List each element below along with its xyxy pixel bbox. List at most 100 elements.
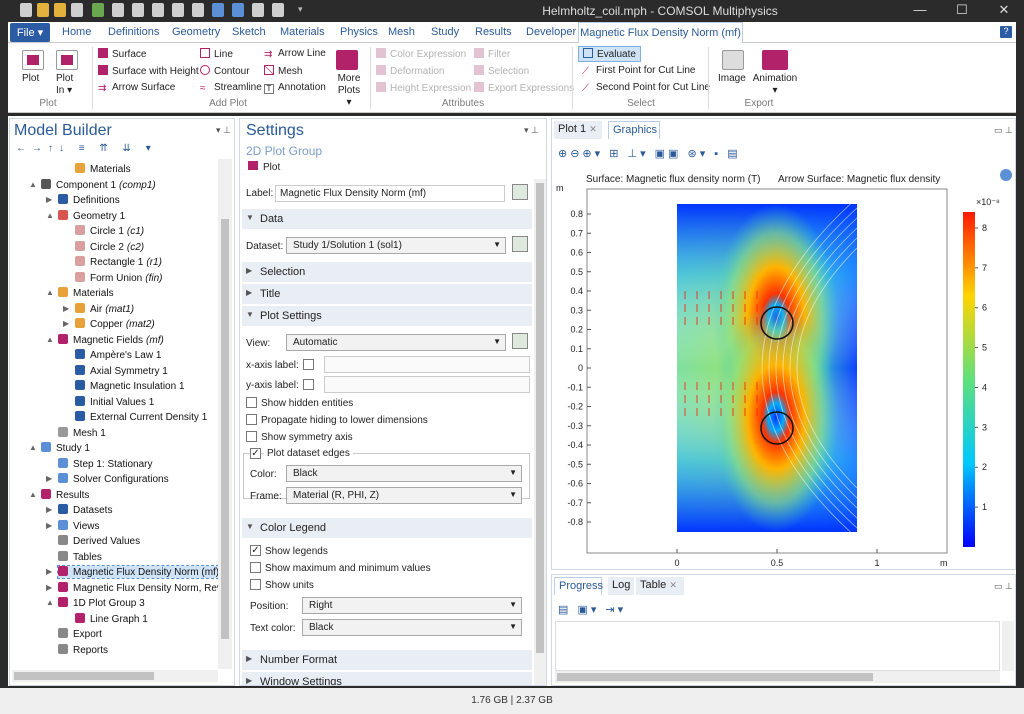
tree-expander-icon[interactable]: ▲: [46, 210, 54, 220]
plot-button-settings[interactable]: Plot: [248, 161, 280, 173]
delete-icon[interactable]: [192, 3, 204, 17]
tab-study[interactable]: Study: [431, 26, 460, 38]
tree-item[interactable]: Materials: [58, 287, 114, 299]
tree-expander-icon[interactable]: ▶: [63, 303, 70, 313]
settings-scrollbar-thumb[interactable]: [536, 183, 544, 653]
tab-file[interactable]: File ▾: [10, 23, 50, 42]
tree-item[interactable]: Magnetic Flux Density Norm, Revo: [58, 581, 218, 594]
deformation-button[interactable]: Deformation: [376, 65, 444, 77]
bottom-toolbar[interactable]: ▤ ▣▾ ⇥▾: [558, 604, 627, 616]
settings-scrollbar[interactable]: [534, 179, 546, 685]
view-select[interactable]: Automatic ▼: [286, 334, 506, 351]
tree-hscrollbar-thumb[interactable]: [14, 672, 154, 680]
tree-item[interactable]: Magnetic Insulation 1: [75, 380, 185, 392]
layout-icon[interactable]: [232, 3, 244, 17]
paste-icon[interactable]: [172, 3, 184, 17]
tree-expander-icon[interactable]: ▲: [46, 288, 54, 297]
tab-home[interactable]: Home: [62, 26, 92, 38]
plot-canvas[interactable]: 0.8 0.7 0.6 0.5 0.4 0.3 0.2 0.1 0 -0.1 -0.2 -0.3 -0.…: [552, 183, 1015, 569]
section-plot-settings[interactable]: ▼ Plot Settings: [242, 306, 532, 326]
tree-item[interactable]: Axial Symmetry 1: [75, 364, 168, 377]
image-button[interactable]: Image: [718, 73, 746, 84]
panel-menu-icon[interactable]: ▾ ⊥: [216, 125, 231, 135]
section-selection[interactable]: ▶ Selection: [242, 262, 532, 282]
edge-color-select[interactable]: Black ▼: [286, 465, 522, 482]
tree-item[interactable]: Ampère's Law 1: [75, 349, 161, 361]
tree-item[interactable]: Rectangle 1 (r1): [75, 256, 162, 268]
tree-expander-icon[interactable]: ▶: [46, 505, 53, 514]
label-action-icon[interactable]: [512, 184, 528, 200]
section-title[interactable]: ▶ Title: [242, 284, 532, 304]
tab-definitions[interactable]: Definitions: [108, 26, 160, 38]
position-select[interactable]: Right ▼: [302, 597, 522, 614]
tree-expander-icon[interactable]: ▲: [29, 443, 37, 452]
annotation-button[interactable]: T Annotation: [264, 82, 326, 94]
arrow-surface-button[interactable]: ⇉ Arrow Surface: [98, 82, 176, 94]
label-field[interactable]: Magnetic Flux Density Norm (mf): [275, 185, 505, 202]
tree-expander-icon[interactable]: ▶: [46, 520, 53, 530]
settings-icon[interactable]: [272, 3, 284, 17]
second-point-button[interactable]: ⟋ Second Point for Cut Line: [582, 82, 710, 94]
tree-item[interactable]: Line Graph 1: [75, 612, 148, 625]
frame-select[interactable]: Material (R, PHI, Z) ▼: [286, 487, 522, 504]
tree-item[interactable]: Mesh 1: [58, 426, 106, 439]
tree-expander-icon[interactable]: ▲: [46, 598, 54, 607]
tree-item[interactable]: Component 1 (comp1): [41, 178, 156, 191]
plot-in-button[interactable]: Plot In ▾: [56, 73, 74, 96]
section-color-legend[interactable]: ▼ Color Legend: [242, 518, 532, 538]
panel-menu-icon[interactable]: ▭ ⊥: [994, 581, 1013, 591]
save-icon[interactable]: [71, 3, 83, 17]
copy-icon[interactable]: [152, 3, 164, 17]
dataset-edges-checkbox[interactable]: ✓: [250, 448, 261, 459]
minimize-button[interactable]: —: [913, 2, 927, 17]
tree-item[interactable]: Definitions: [58, 194, 120, 206]
tree-item[interactable]: Solver Configurations: [58, 473, 169, 485]
run-icon[interactable]: [92, 3, 104, 17]
bottom-hscrollbar-thumb[interactable]: [557, 673, 873, 681]
tree-item[interactable]: Materials: [75, 163, 131, 175]
tree-expander-icon[interactable]: ▶: [46, 195, 53, 204]
tab-physics[interactable]: Physics: [340, 26, 378, 38]
tab-log[interactable]: Log: [608, 577, 634, 595]
panel-menu-icon[interactable]: ▾ ⊥: [524, 125, 539, 135]
folder-icon[interactable]: [54, 3, 66, 17]
customize-qa-icon[interactable]: ▾: [298, 4, 303, 14]
tree-item[interactable]: Tables: [58, 550, 102, 563]
graphics-toolbar[interactable]: ⊕⊖⊕▾ ⊞ ⊥▾ ▣▣ ⊛▾ ▪ ▤: [558, 148, 741, 160]
tree-item[interactable]: Study 1: [41, 442, 90, 454]
tree-item[interactable]: Results: [41, 488, 89, 501]
filter-button[interactable]: Filter: [474, 48, 510, 60]
propagate-hiding-checkbox[interactable]: [246, 414, 257, 425]
tree-item[interactable]: Views: [58, 519, 100, 532]
tree-item[interactable]: Circle 1 (c1): [75, 225, 144, 237]
tree-item[interactable]: Form Union (fin): [75, 271, 162, 284]
tree-scrollbar-thumb[interactable]: [221, 219, 229, 639]
tab-context-plot[interactable]: Magnetic Flux Density Norm (mf): [578, 22, 743, 43]
compact-icon[interactable]: [252, 3, 264, 17]
close-button[interactable]: ✕: [998, 2, 1010, 17]
tree-item[interactable]: Circle 2 (c2): [75, 240, 144, 253]
tree-item[interactable]: Datasets: [58, 504, 112, 516]
xaxis-field[interactable]: [324, 356, 530, 373]
tree-item[interactable]: Geometry 1: [58, 209, 125, 222]
tab-graphics[interactable]: Graphics: [608, 121, 660, 139]
export-expressions-button[interactable]: Export Expressions: [474, 82, 574, 94]
height-expression-button[interactable]: Height Expression: [376, 82, 471, 94]
panel-menu-icon[interactable]: ▭ ⊥: [994, 125, 1013, 135]
selection-button[interactable]: Selection: [474, 65, 529, 77]
tree-item[interactable]: External Current Density 1: [75, 411, 207, 423]
text-color-select[interactable]: Black ▼: [302, 619, 522, 636]
tree-expander-icon[interactable]: ▶: [46, 567, 53, 576]
undo-icon[interactable]: [112, 3, 124, 17]
tab-geometry[interactable]: Geometry: [172, 26, 221, 38]
dataset-action-icon[interactable]: [512, 236, 528, 252]
view-action-icon[interactable]: [512, 333, 528, 349]
symmetry-axis-checkbox[interactable]: [246, 431, 257, 442]
tab-plot1[interactable]: Plot 1 ✕: [554, 121, 602, 139]
tree-hscrollbar[interactable]: [12, 670, 218, 682]
tree-item[interactable]: Reports: [58, 643, 108, 656]
tree-toolbar[interactable]: ←→↑↓ ≡ ⇈ ⇊ ▾: [16, 143, 157, 154]
tree-expander-icon[interactable]: ▲: [29, 179, 37, 189]
color-expression-button[interactable]: Color Expression: [376, 48, 466, 60]
show-maxmin-checkbox[interactable]: [250, 562, 261, 573]
